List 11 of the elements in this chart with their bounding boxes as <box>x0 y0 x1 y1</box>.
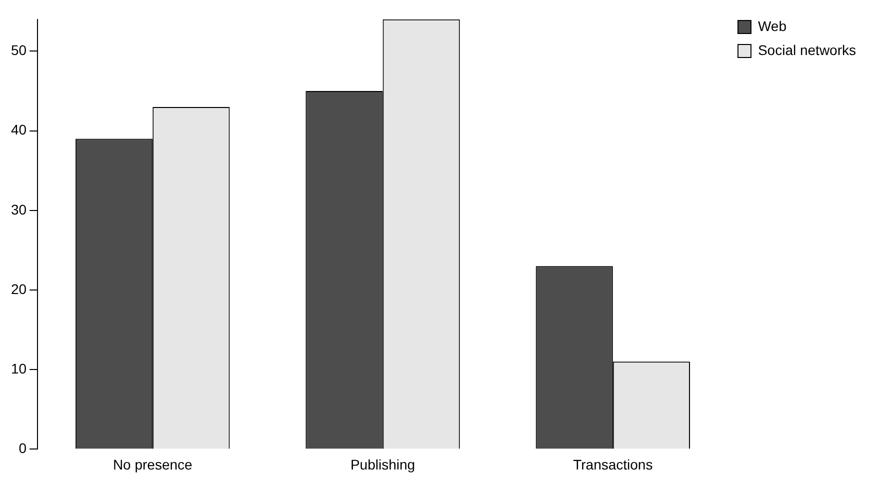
y-tick-label: 30 <box>10 201 27 218</box>
x-tick-label: No presence <box>112 456 193 472</box>
y-tick-label: 10 <box>10 360 27 376</box>
x-tick-label: Transactions <box>573 456 653 472</box>
legend-label: Social networks <box>758 42 856 58</box>
y-tick-label: 50 <box>10 42 27 58</box>
y-tick-label: 20 <box>10 280 27 297</box>
x-tick-label: Publishing <box>350 456 416 472</box>
legend-label: Web <box>758 18 787 34</box>
y-tick-label: 0 <box>18 440 27 456</box>
y-tick-label: 40 <box>10 122 27 138</box>
